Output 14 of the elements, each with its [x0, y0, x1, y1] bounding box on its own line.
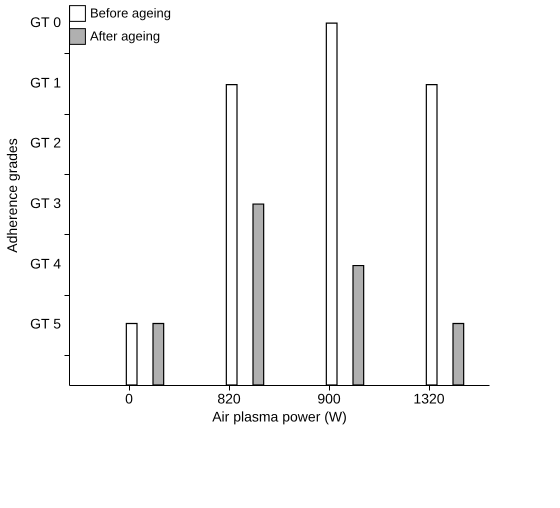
- x-tick-label: 820: [217, 390, 241, 406]
- x-axis-title: Air plasma power (W): [212, 408, 347, 424]
- x-tick-label: 0: [125, 390, 134, 406]
- text: GT 1: [30, 74, 62, 90]
- legend-label: Before ageing: [90, 6, 171, 20]
- x-tick-label: 1320: [413, 390, 445, 406]
- text: GT 5: [30, 316, 62, 332]
- text: GT 2: [30, 134, 62, 151]
- text: GT 4: [30, 255, 62, 272]
- legend-label: After ageing: [90, 28, 160, 44]
- x-tick-label: 900: [317, 390, 341, 406]
- y-axis-title: Adherence grades: [4, 138, 20, 253]
- text: GT 0: [30, 14, 62, 30]
- text: GT 3: [30, 195, 62, 212]
